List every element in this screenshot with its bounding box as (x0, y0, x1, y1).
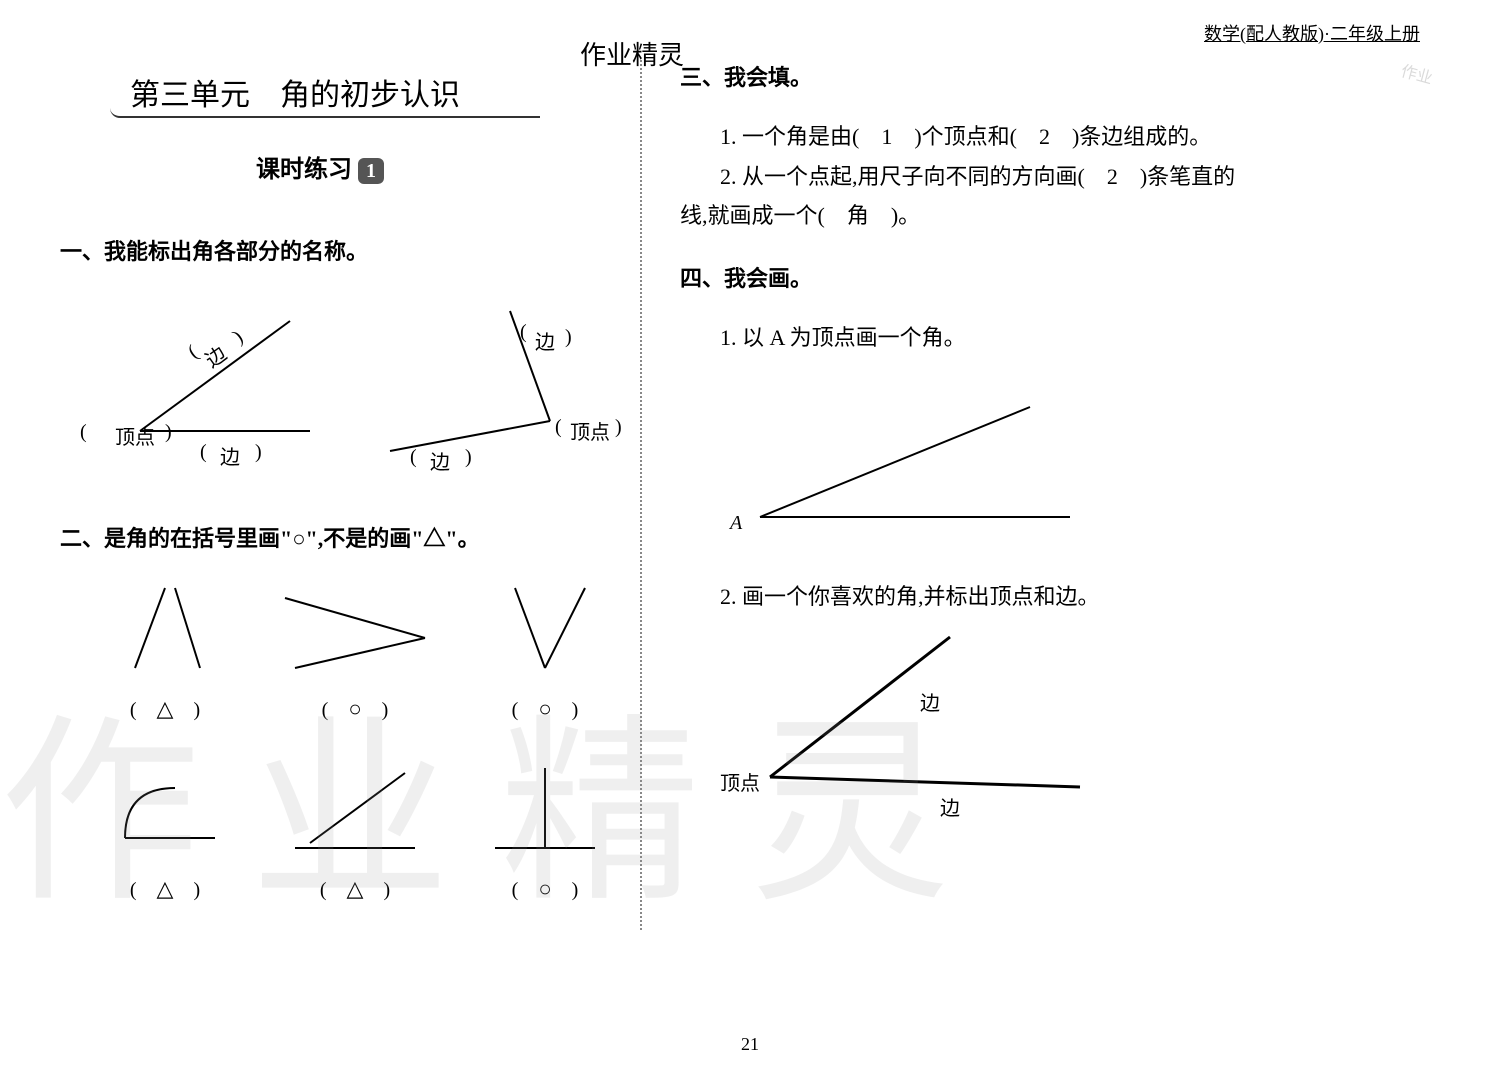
angle2-vertex: 顶点 (570, 416, 610, 445)
shape-2-answer: ( ○ ) (270, 693, 440, 722)
shape-3: ( ○ ) (460, 578, 630, 722)
shape-6: ( ○ ) (460, 758, 630, 902)
angle1-vertex: 顶点 (115, 421, 155, 450)
angle2-edge2: 边 (535, 326, 555, 355)
shape-1: ( △ ) (80, 578, 250, 722)
shape-1-answer: ( △ ) (80, 693, 250, 722)
angle2-edge1-paren2: ) (465, 446, 472, 469)
s4-q2: 2. 画一个你喜欢的角,并标出顶点和边。 (720, 577, 1400, 617)
s4-q2-edge2: 边 (940, 792, 960, 821)
section-2-title: 二、是角的在括号里画"○",不是的画"△"。 (60, 521, 620, 553)
unit-title-wrap: 第三单元 角的初步认识 (130, 70, 620, 114)
angle2-vertex-paren2: ) (615, 416, 622, 439)
page-number: 21 (741, 1034, 759, 1055)
section-1-title: 一、我能标出角各部分的名称。 (60, 234, 620, 266)
shape-5-answer: ( △ ) (270, 873, 440, 902)
s4-q1-vertex-label: A (730, 512, 742, 535)
shape-6-answer: ( ○ ) (460, 873, 630, 902)
angle2-edge1: 边 (430, 446, 450, 475)
shape-3-svg (485, 578, 605, 678)
shape-4-answer: ( △ ) (80, 873, 250, 902)
s4-q1-svg (720, 357, 1120, 537)
s4-q2-vertex: 顶点 (720, 767, 760, 796)
s4-q2-edge1: 边 (920, 687, 940, 716)
s4-q1-drawing: A (720, 357, 1400, 557)
angle2-vertex-paren: ( (555, 416, 562, 439)
angle2-edge2-paren2: ) (565, 326, 572, 349)
lesson-number: 1 (358, 158, 384, 184)
s4-q1: 1. 以 A 为顶点画一个角。 (720, 318, 1400, 358)
angle1-edge1-paren2: ) (255, 441, 262, 464)
book-header: 数学(配人教版)·二年级上册 (1204, 20, 1420, 46)
s3-q2: 2. 从一个点起,用尺子向不同的方向画( 2 )条笔直的 (720, 157, 1400, 197)
lesson-label: 课时练习 (256, 157, 352, 183)
shape-3-answer: ( ○ ) (460, 693, 630, 722)
s4-q2-drawing: 顶点 边 边 (720, 617, 1400, 837)
shape-5: ( △ ) (270, 758, 440, 902)
right-column: 三、我会填。 1. 一个角是由( 1 )个顶点和( 2 )条边组成的。 2. 从… (680, 60, 1400, 837)
angle2-edge1-paren: ( (410, 446, 417, 469)
lesson-title: 课时练习 1 (20, 149, 620, 184)
angle1-edge1-paren: ( (200, 441, 207, 464)
section-4-title: 四、我会画。 (680, 261, 1400, 293)
angle2-edge2-paren: ( (520, 321, 527, 344)
s3-q1: 1. 一个角是由( 1 )个顶点和( 2 )条边组成的。 (720, 117, 1400, 157)
shape-grid: ( △ ) ( ○ ) ( ○ ) (60, 578, 620, 958)
shape-5-svg (285, 758, 425, 858)
angle1-vertex-paren: ( (80, 421, 87, 444)
shape-2-svg (275, 578, 435, 678)
column-divider (640, 60, 642, 930)
shape-4: ( △ ) (80, 758, 250, 902)
shape-2: ( ○ ) (270, 578, 440, 722)
s4-q2-svg (720, 617, 1120, 817)
shape-4-svg (105, 758, 225, 858)
angle1-edge1: 边 (220, 441, 240, 470)
center-handwriting: 作业精灵 (580, 35, 684, 72)
angle1-vertex-paren2: ) (165, 421, 172, 444)
s3-q2-line2: 线,就画成一个( 角 )。 (680, 196, 1400, 236)
section-3-title: 三、我会填。 (680, 60, 1400, 92)
shape-1-svg (105, 578, 225, 678)
shape-6-svg (485, 758, 605, 858)
unit-underline (110, 108, 540, 118)
left-column: 第三单元 角的初步认识 课时练习 1 一、我能标出角各部分的名称。 ( 顶点 )… (60, 70, 620, 958)
angle-diagram-area: ( 顶点 ) ( 边 ) ( 边 ) ( 顶点 ) ( 边 ) ( 边 ) (60, 291, 620, 491)
